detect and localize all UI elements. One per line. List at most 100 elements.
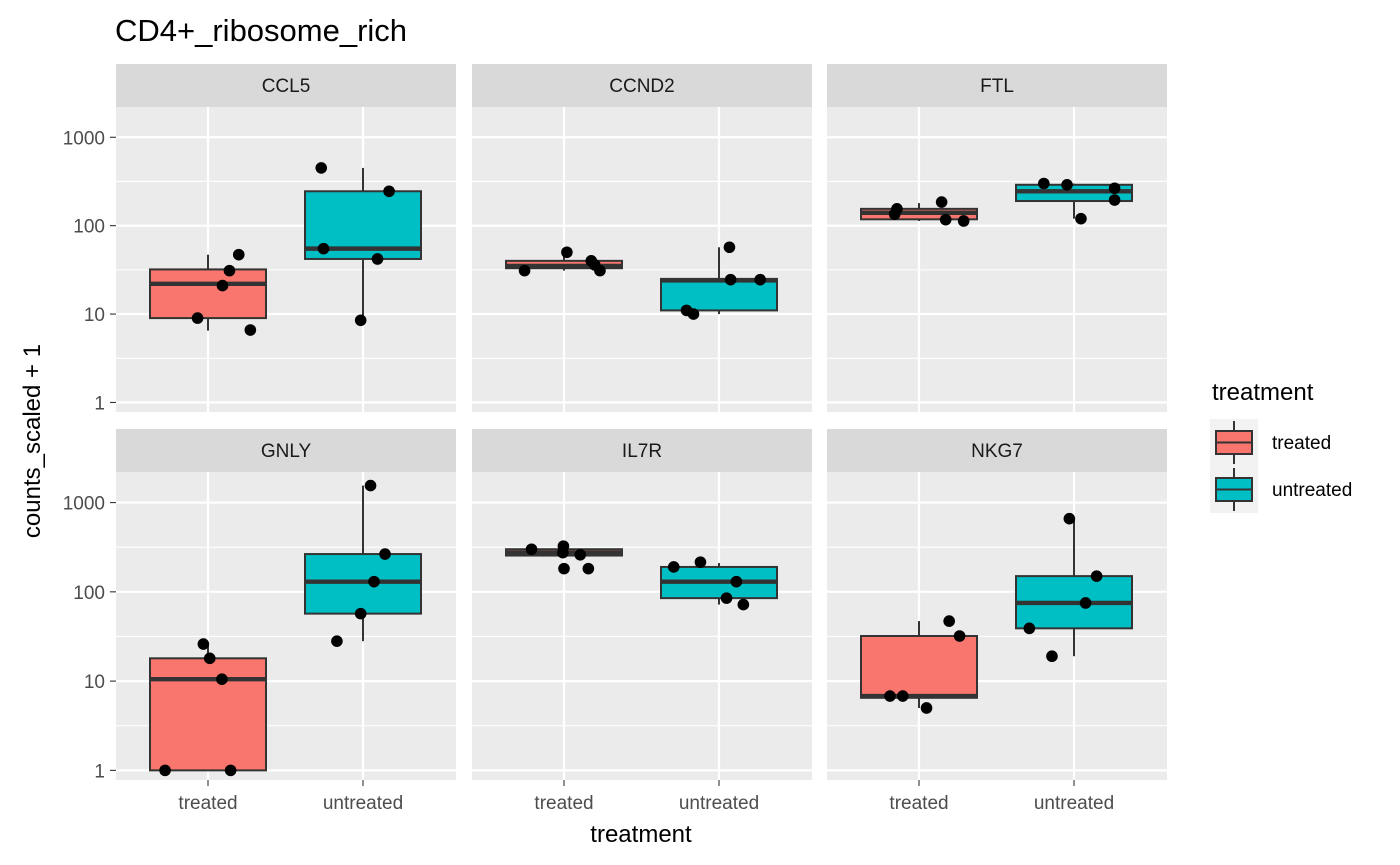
data-point: [754, 273, 766, 286]
box-iqr: [149, 657, 267, 772]
boxplot-treated: [149, 644, 267, 772]
data-point: [884, 690, 896, 702]
data-point: [558, 562, 570, 575]
data-point: [896, 690, 909, 702]
legend: treatment treated untreated: [1210, 379, 1352, 513]
data-point: [232, 248, 245, 261]
data-point: [724, 273, 737, 286]
data-point: [1079, 597, 1092, 609]
data-point: [920, 702, 933, 714]
data-point: [1063, 512, 1076, 525]
x-tick-label: untreated: [1034, 793, 1114, 814]
data-point: [1023, 622, 1036, 635]
data-point: [379, 548, 391, 560]
y-tick-label: 100: [73, 217, 105, 238]
boxplot-untreated: [660, 563, 778, 605]
y-tick-label: 1: [94, 761, 105, 782]
panel-il7r: IL7R treated untreated: [472, 429, 812, 814]
legend-title: treatment: [1212, 379, 1314, 406]
box-iqr: [149, 268, 267, 320]
data-point: [1108, 194, 1121, 206]
data-point: [1038, 177, 1050, 190]
data-point: [331, 635, 343, 647]
y-tick-label: 1000: [63, 128, 105, 149]
data-point: [957, 215, 970, 227]
data-point: [935, 196, 948, 208]
data-point: [594, 264, 606, 277]
panel-background: [827, 107, 1167, 412]
data-point: [574, 548, 587, 561]
data-point: [737, 598, 750, 611]
legend-label: untreated: [1272, 480, 1352, 501]
data-point: [561, 246, 573, 259]
data-point: [1046, 650, 1058, 663]
data-point: [687, 308, 700, 320]
data-point: [368, 575, 380, 588]
y-tick-label: 10: [84, 305, 105, 326]
panel-gnly: GNLY 1 10 100 1000 treated untreated: [63, 429, 456, 814]
panel-background: [472, 472, 812, 780]
strip-label: CCND2: [609, 76, 674, 97]
data-point: [203, 652, 216, 665]
strip-label: NKG7: [971, 441, 1023, 462]
data-point: [943, 615, 955, 627]
data-point: [371, 253, 384, 265]
y-tick-label: 100: [73, 583, 105, 604]
y-axis-title: counts_scaled + 1: [19, 344, 46, 538]
data-point: [720, 592, 733, 604]
data-point: [1108, 182, 1121, 195]
data-point: [197, 638, 210, 650]
data-point: [518, 264, 531, 277]
strip-background: [827, 429, 1167, 472]
strip-background: [472, 429, 812, 472]
data-point: [223, 264, 236, 277]
data-point: [315, 162, 328, 174]
strip-label: CCL5: [262, 76, 311, 97]
data-point: [953, 630, 966, 642]
data-point: [191, 312, 204, 324]
boxplot-treated: [149, 254, 267, 331]
panel-ftl: FTL: [827, 64, 1167, 412]
strip-background: [472, 64, 812, 107]
data-point: [364, 479, 377, 492]
data-point: [694, 556, 707, 568]
y-tick-label: 10: [84, 672, 105, 693]
boxplot-treated: [860, 203, 978, 221]
panel-ccl5: CCL5 1 10 100 1000: [63, 64, 456, 414]
strip-background: [116, 429, 456, 472]
panel-ccnd2: CCND2: [472, 64, 812, 412]
legend-key-treated: treated: [1210, 419, 1331, 466]
data-point: [354, 314, 367, 327]
y-tick-label: 1: [94, 393, 105, 414]
boxplot-untreated: [304, 485, 422, 642]
data-point: [224, 764, 237, 777]
data-point: [667, 561, 680, 573]
panel-background: [472, 107, 812, 412]
box-iqr: [860, 635, 978, 699]
data-point: [317, 242, 330, 255]
panel-nkg7: NKG7 treated untreated: [827, 429, 1167, 814]
strip-background: [116, 64, 456, 107]
chart-title: CD4+_ribosome_rich: [115, 13, 407, 48]
data-point: [939, 213, 952, 226]
data-point: [216, 279, 229, 292]
data-point: [244, 324, 257, 336]
data-point: [159, 764, 171, 777]
strip-background: [827, 64, 1167, 107]
legend-label: treated: [1272, 433, 1331, 454]
data-point: [354, 607, 367, 620]
y-tick-label: 1000: [63, 494, 105, 515]
x-tick-label: untreated: [679, 793, 759, 814]
boxplot-untreated: [1015, 518, 1133, 657]
strip-label: IL7R: [622, 441, 662, 462]
data-point: [582, 562, 595, 575]
data-point: [216, 673, 228, 686]
x-tick-label: treated: [534, 793, 593, 814]
data-point: [730, 575, 743, 588]
strip-label: FTL: [980, 76, 1014, 97]
data-point: [1090, 570, 1103, 582]
strip-label: GNLY: [261, 441, 312, 462]
legend-key-untreated: untreated: [1210, 466, 1352, 513]
